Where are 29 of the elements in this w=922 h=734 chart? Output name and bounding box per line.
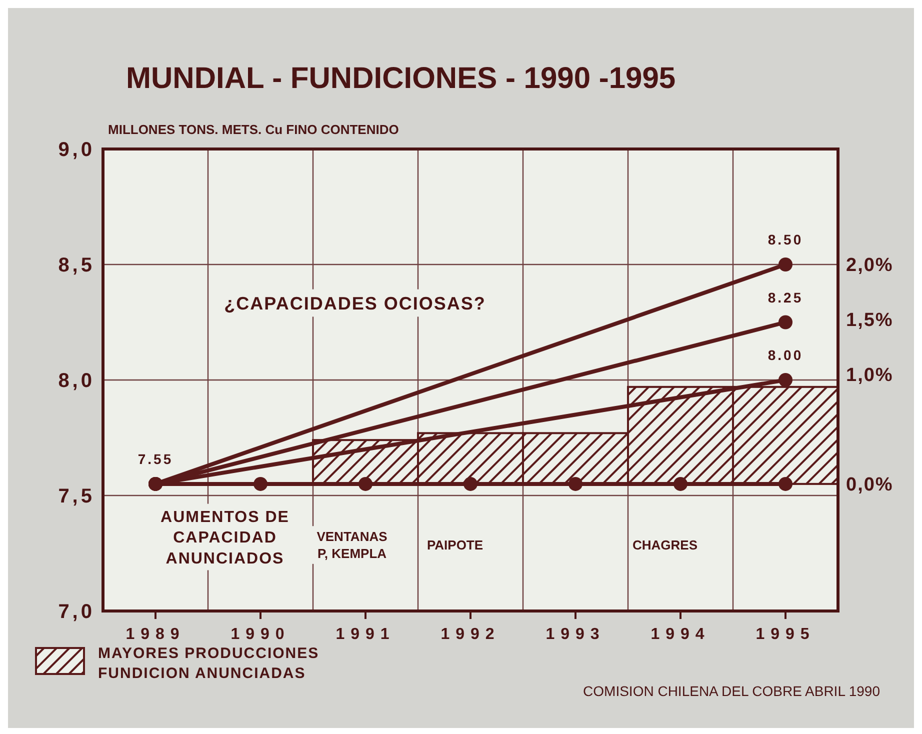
y2-tick-label: 1,0% bbox=[846, 364, 894, 386]
data-label: 7.55 bbox=[138, 450, 174, 467]
text: COMISION CHILENA DEL COBRE ABRIL 1990 bbox=[583, 683, 880, 699]
data-label: 8.50 bbox=[768, 232, 804, 248]
y-tick-label: 9,0 bbox=[58, 139, 95, 161]
y-tick-label: 8,0 bbox=[58, 370, 95, 392]
y-tick-label: 7,0 bbox=[58, 601, 95, 623]
x-tick-label: 1991 bbox=[336, 626, 396, 643]
annotation: PAIPOTE bbox=[426, 538, 484, 553]
annotation: VENTANAS P, KEMPLA bbox=[316, 529, 388, 561]
annotation: ¿CAPACIDADES OCIOSAS? bbox=[224, 293, 486, 314]
y-tick-label: 7,5 bbox=[58, 486, 95, 508]
chart-title: MUNDIAL - FUNDICIONES - 1990 -1995 bbox=[126, 62, 676, 95]
data-label: 8.00 bbox=[768, 347, 804, 363]
annotation: AUMENTOS DE CAPACIDAD ANUNCIADOS bbox=[160, 508, 290, 568]
y2-tick-label: 2,0% bbox=[846, 255, 894, 276]
x-tick-label: 1993 bbox=[546, 626, 606, 643]
y2-tick-label: 0,0% bbox=[846, 474, 894, 496]
x-tick-label: 1990 bbox=[230, 626, 290, 643]
x-tick-label: 1995 bbox=[756, 626, 816, 643]
y-tick-label: 8,5 bbox=[58, 254, 95, 276]
x-tick-label: 1992 bbox=[440, 626, 500, 643]
y2-tick-label: 1,5% bbox=[846, 310, 894, 332]
legend-label: MAYORES PRODUCCIONES FUNDICION ANUNCIADAS bbox=[98, 645, 320, 682]
annotation: CHAGRES bbox=[632, 538, 698, 553]
data-label: 8.25 bbox=[768, 289, 804, 306]
x-tick-label: 1994 bbox=[650, 626, 710, 643]
y-axis-title: MILLONES TONS. METS. Cu FINO CONTENIDO bbox=[108, 122, 399, 137]
x-tick-label: 1989 bbox=[126, 626, 186, 643]
